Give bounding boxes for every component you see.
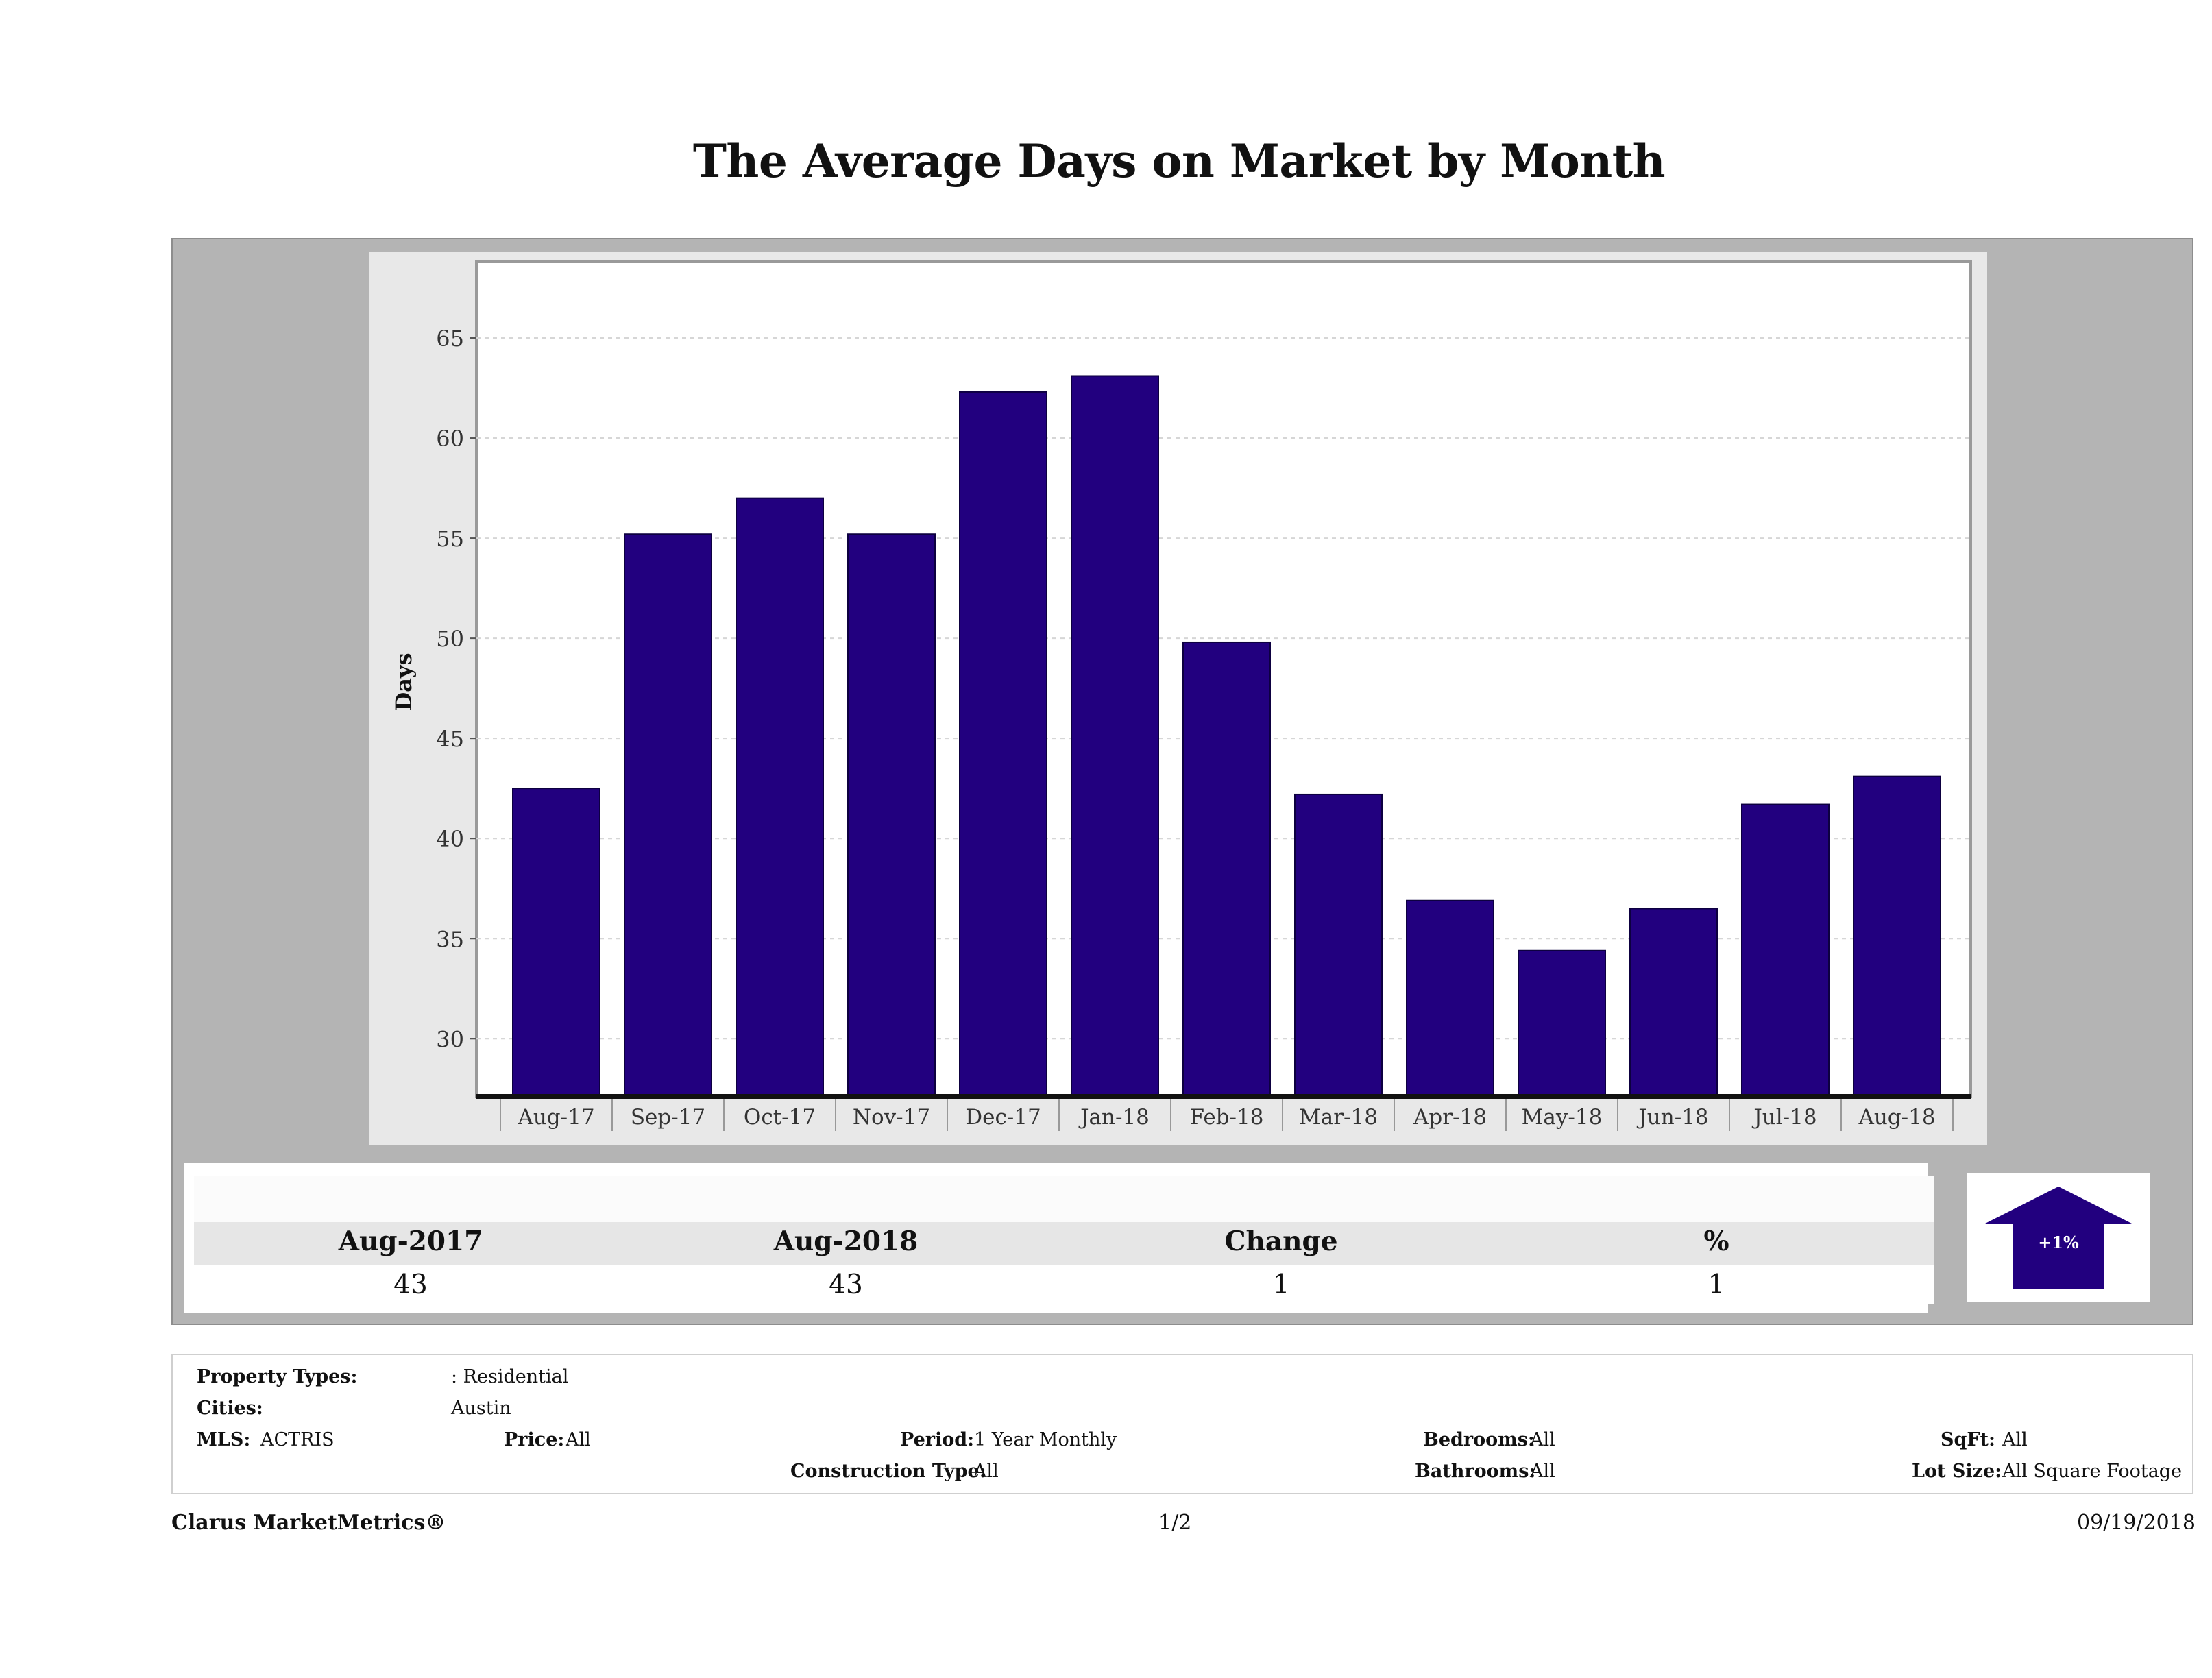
y-tick-label: 60: [436, 426, 464, 452]
stat-header-percent: %: [1703, 1226, 1729, 1257]
construction-type-label: Construction Type:: [790, 1461, 986, 1482]
bedrooms-value: All: [1530, 1429, 1555, 1450]
bar: [1294, 793, 1383, 1097]
sqft-label: SqFt:: [1941, 1429, 1995, 1450]
bar: [1853, 775, 1941, 1097]
stat-header-change: Change: [1224, 1226, 1338, 1257]
filter-criteria: [171, 1354, 2193, 1494]
x-tick-label: Oct-17: [744, 1105, 816, 1130]
x-tick-label: Jul-18: [1751, 1105, 1816, 1130]
y-tick-label: 40: [436, 826, 464, 852]
x-tick-label: Sep-17: [631, 1105, 705, 1130]
bar: [512, 788, 600, 1097]
bar: [1741, 803, 1830, 1097]
bar: [624, 533, 712, 1097]
report-date: 09/19/2018: [2077, 1511, 2196, 1535]
bathrooms-value: All: [1530, 1461, 1555, 1482]
y-tick-label: 35: [436, 926, 464, 952]
y-tick-label: 55: [436, 526, 464, 552]
period-label: Period:: [900, 1429, 975, 1450]
mls-label: MLS:: [197, 1429, 251, 1450]
stat-header-start: Aug-2017: [338, 1226, 483, 1257]
y-tick-label: 50: [436, 626, 464, 652]
property-types-value: : Residential: [451, 1366, 569, 1387]
bar: [1629, 908, 1718, 1097]
bar: [847, 533, 936, 1097]
page-number: 1/2: [1158, 1511, 1192, 1535]
lot-size-label: Lot Size:: [1912, 1461, 2002, 1482]
y-axis-label: Days: [391, 653, 417, 711]
sqft-value: All: [2002, 1429, 2028, 1450]
trend-badge-label: +1%: [2038, 1232, 2079, 1252]
stat-header-end: Aug-2018: [773, 1226, 919, 1257]
cities-value: Austin: [451, 1398, 511, 1419]
cities-label: Cities:: [197, 1398, 263, 1419]
trend-badge: +1%: [1967, 1173, 2150, 1302]
bar: [1406, 899, 1494, 1097]
x-tick-label: Jun-18: [1636, 1105, 1708, 1130]
brand-name: Clarus MarketMetrics®: [171, 1511, 446, 1535]
x-tick-label: Apr-18: [1413, 1105, 1487, 1130]
price-label: Price:: [504, 1429, 565, 1450]
bar: [1182, 641, 1271, 1097]
construction-type-value: All: [973, 1461, 999, 1482]
bar: [1518, 949, 1606, 1097]
property-types-label: Property Types:: [197, 1366, 358, 1387]
mls-value: ACTRIS: [260, 1429, 335, 1450]
x-tick-label: Mar-18: [1299, 1105, 1378, 1130]
lot-size-value: All Square Footage: [2002, 1461, 2183, 1482]
x-tick-label: May-18: [1522, 1105, 1603, 1130]
y-tick-label: 45: [436, 726, 464, 752]
comparison-panel: [184, 1163, 1934, 1313]
stat-value-change: 1: [1272, 1269, 1290, 1300]
stat-value-start: 43: [393, 1269, 428, 1300]
bar: [1071, 375, 1159, 1097]
stat-value-end: 43: [829, 1269, 863, 1300]
bathrooms-label: Bathrooms:: [1415, 1461, 1536, 1482]
bar: [959, 391, 1047, 1098]
up-arrow-icon: [1985, 1187, 2132, 1289]
price-value: All: [566, 1429, 591, 1450]
x-tick-label: Dec-17: [965, 1105, 1041, 1130]
bedrooms-label: Bedrooms:: [1423, 1429, 1535, 1450]
stat-value-percent: 1: [1707, 1269, 1725, 1300]
x-tick-label: Feb-18: [1190, 1105, 1264, 1130]
period-value: 1 Year Monthly: [974, 1429, 1117, 1450]
x-tick-label: Aug-17: [517, 1105, 594, 1130]
bar: [736, 497, 824, 1097]
page-title: The Average Days on Market by Month: [692, 134, 1666, 188]
x-tick-label: Nov-17: [853, 1105, 930, 1130]
x-tick-label: Jan-18: [1078, 1105, 1150, 1130]
x-tick-label: Aug-18: [1858, 1105, 1935, 1130]
y-tick-label: 30: [436, 1026, 464, 1052]
y-tick-label: 65: [436, 326, 464, 352]
